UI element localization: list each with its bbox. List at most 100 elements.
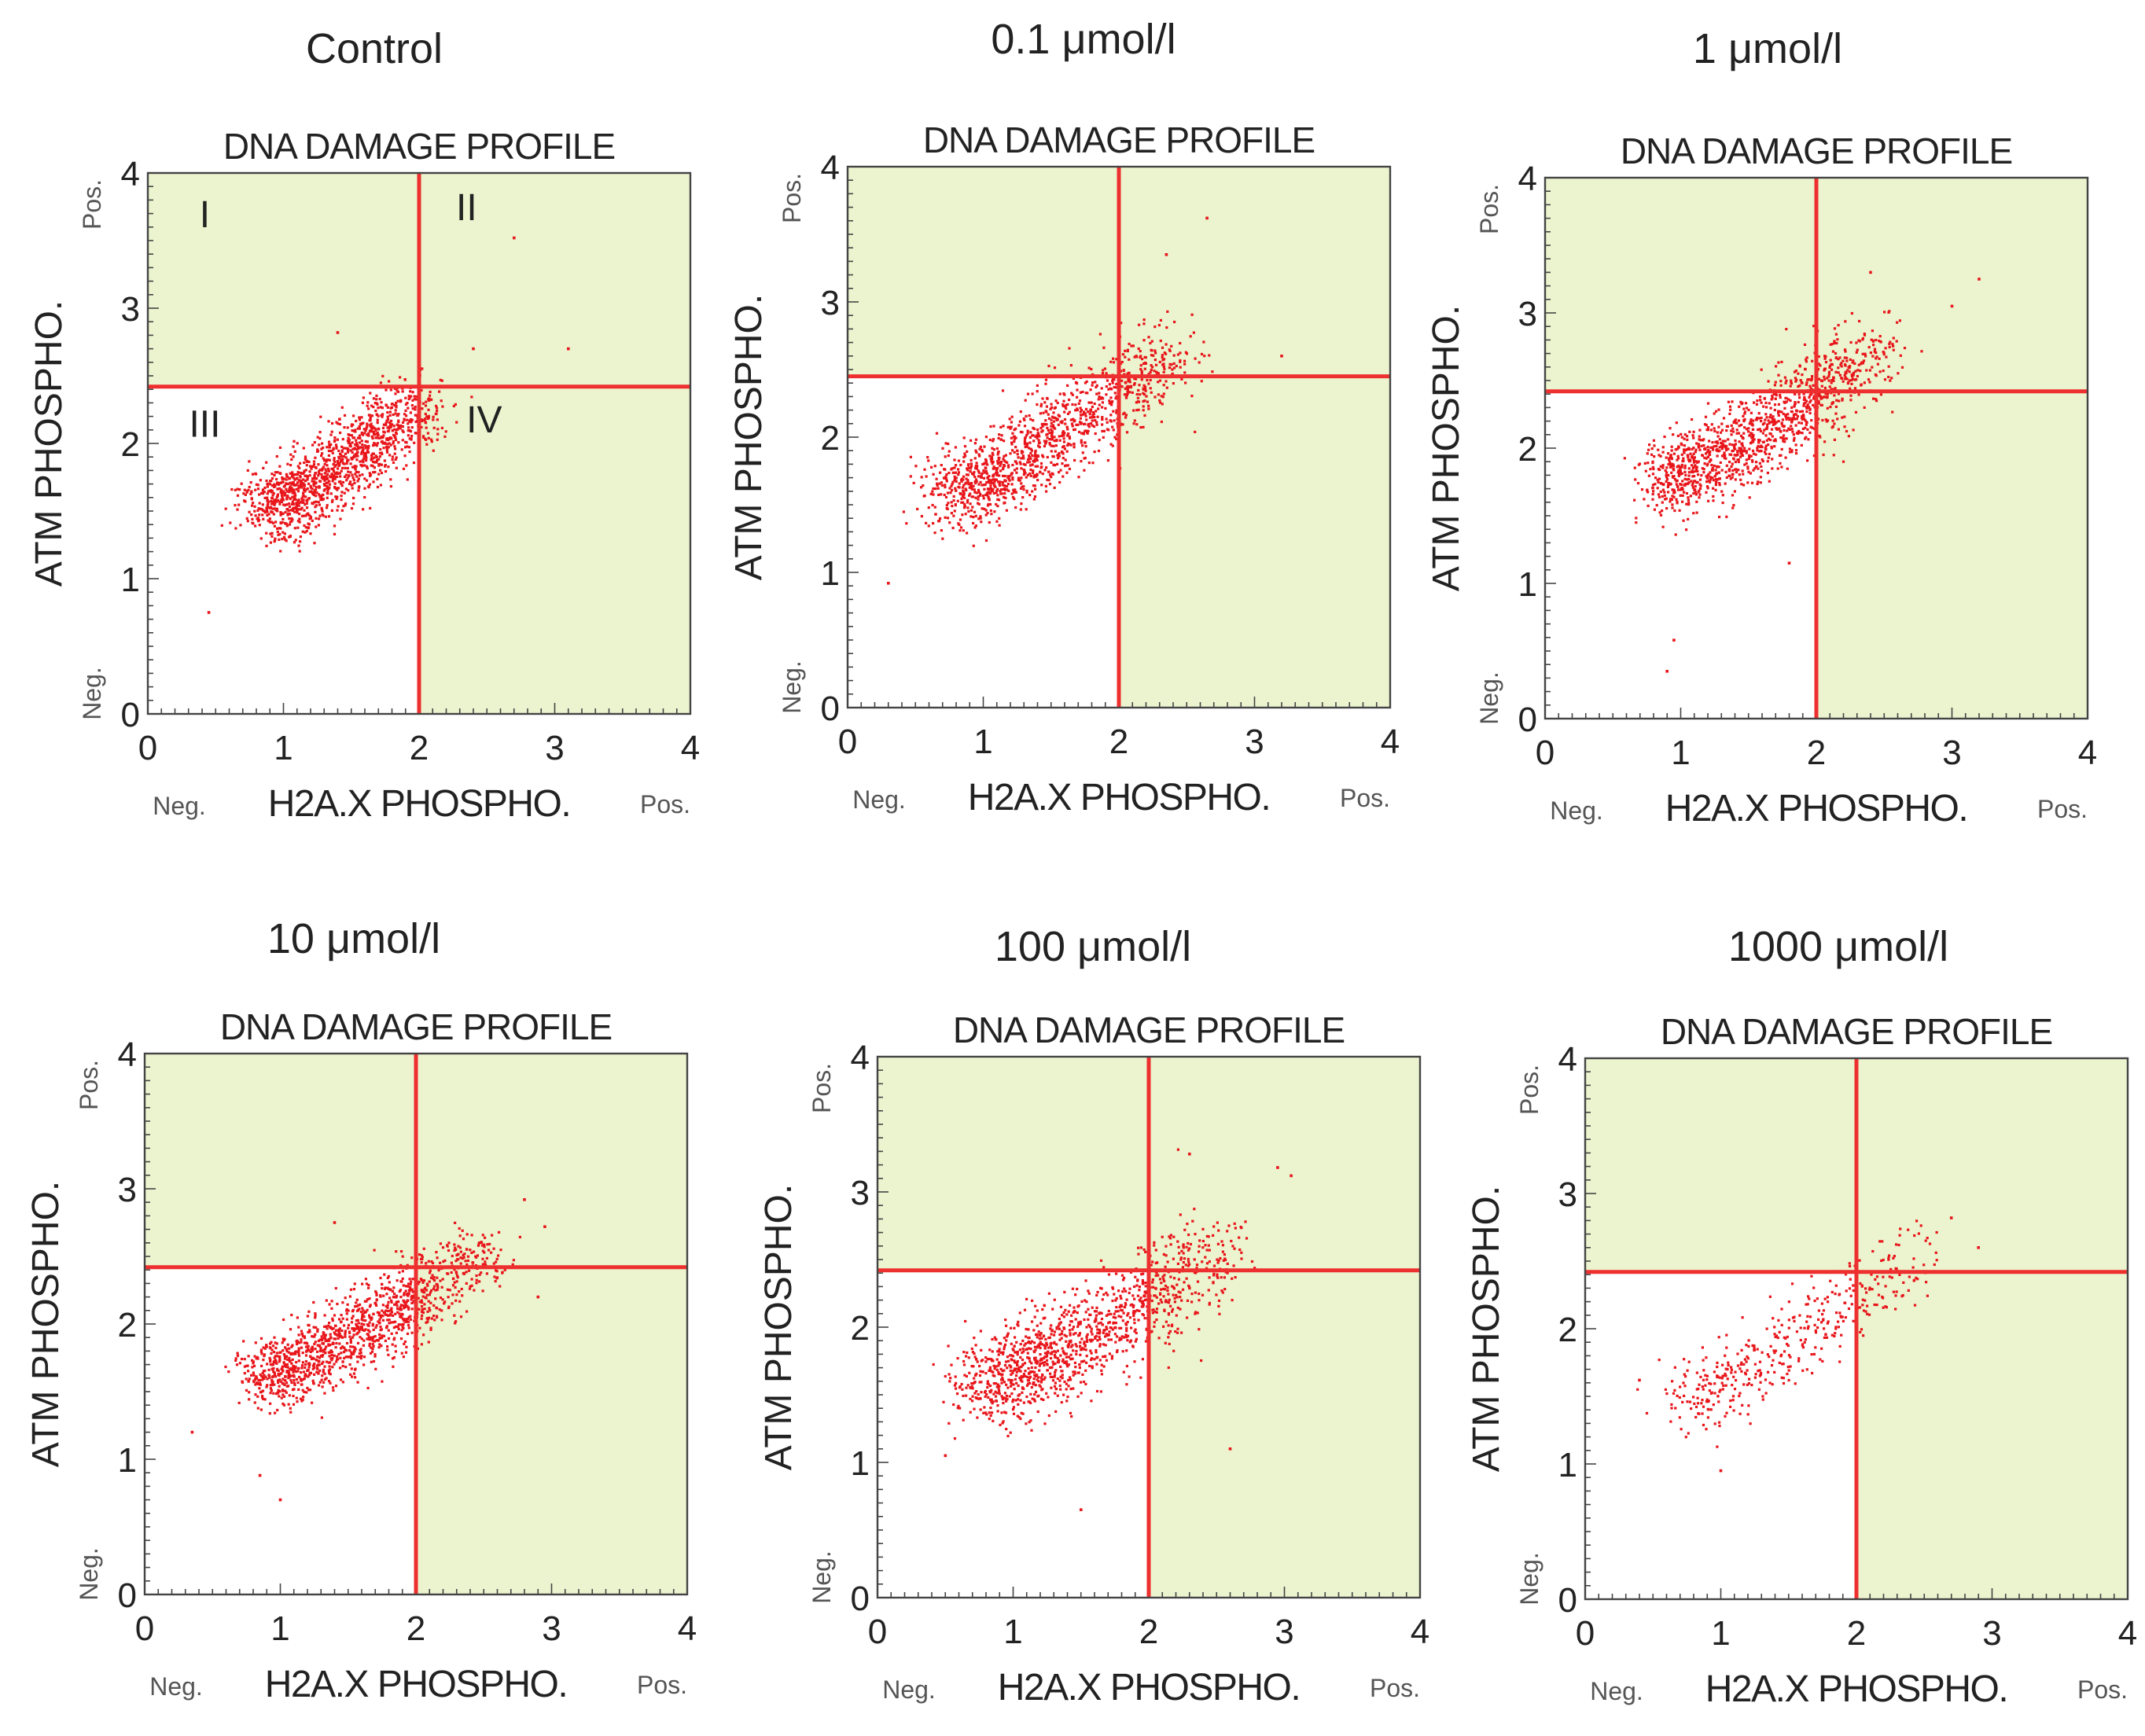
data-point (1019, 487, 1023, 490)
data-point (288, 523, 292, 526)
data-point (438, 390, 441, 393)
data-point (285, 539, 288, 542)
data-point (407, 1308, 410, 1311)
data-point (1017, 424, 1021, 427)
data-point (366, 1308, 369, 1311)
data-point (1658, 511, 1661, 514)
data-point (376, 458, 379, 462)
data-point (1015, 467, 1018, 470)
data-point (1056, 401, 1059, 405)
data-point (302, 478, 305, 481)
data-point (1803, 395, 1806, 399)
data-point (300, 1366, 304, 1370)
data-point (1776, 467, 1779, 470)
data-point (1709, 446, 1713, 449)
data-point (1149, 378, 1152, 382)
data-point (326, 504, 329, 507)
data-point (1802, 392, 1805, 395)
data-point (979, 445, 982, 448)
data-point (339, 452, 342, 455)
data-point (1817, 362, 1820, 366)
data-point (1841, 380, 1845, 383)
data-point (996, 487, 999, 491)
data-point (475, 1282, 478, 1285)
data-point (1179, 359, 1182, 362)
y-tick-label: 1 (821, 554, 840, 593)
data-point (380, 414, 383, 417)
data-point (1061, 446, 1065, 449)
data-point (1773, 384, 1776, 387)
data-point (1149, 341, 1152, 345)
data-point (254, 488, 257, 491)
data-point (311, 491, 315, 494)
data-point (363, 477, 366, 480)
data-point (268, 1376, 271, 1379)
data-point (254, 1393, 257, 1396)
data-point (957, 471, 960, 474)
data-point (1747, 427, 1750, 430)
data-point (1720, 441, 1723, 445)
data-point (395, 1250, 398, 1253)
data-point (234, 1357, 237, 1360)
data-point (372, 444, 375, 447)
data-point (380, 1344, 383, 1348)
data-point (339, 1378, 343, 1381)
data-point (303, 469, 306, 473)
data-point (1759, 476, 1762, 479)
data-point (1746, 465, 1749, 469)
data-point (1158, 379, 1162, 382)
data-point (1850, 382, 1853, 385)
data-point (296, 520, 300, 523)
data-point (359, 1336, 362, 1339)
data-point (1063, 432, 1066, 435)
data-point (1100, 387, 1103, 390)
data-point (259, 507, 263, 510)
data-point (983, 487, 986, 491)
data-point (1865, 369, 1868, 372)
data-point (326, 484, 329, 487)
data-point (430, 440, 433, 443)
data-point (427, 1341, 430, 1344)
data-point (962, 492, 966, 495)
data-point (1755, 461, 1758, 464)
data-point (1871, 366, 1874, 369)
data-point (278, 1359, 281, 1362)
data-point (1142, 362, 1146, 366)
data-point (1721, 442, 1724, 446)
data-point (962, 529, 965, 532)
data-point (1761, 423, 1764, 426)
data-point (1683, 491, 1686, 494)
data-point (472, 1261, 475, 1264)
data-point (1101, 423, 1104, 426)
data-point (350, 1352, 353, 1356)
data-point (999, 490, 1002, 493)
data-point (454, 1260, 458, 1263)
data-point (960, 480, 963, 483)
data-point (285, 1348, 288, 1351)
data-point (1748, 447, 1751, 451)
data-point (1891, 410, 1894, 414)
data-point (1763, 428, 1766, 432)
data-point (313, 542, 316, 545)
data-point (1680, 463, 1683, 466)
data-point (343, 1356, 346, 1359)
data-point (1091, 424, 1094, 427)
data-point (1139, 355, 1142, 358)
data-point (1081, 451, 1084, 454)
data-point (399, 1314, 403, 1317)
data-point (263, 491, 266, 494)
data-point (1749, 454, 1753, 458)
data-point (1698, 487, 1702, 490)
data-point (361, 1282, 364, 1285)
data-point (355, 1319, 358, 1322)
data-point (381, 415, 384, 418)
data-point (1854, 410, 1858, 414)
data-point (1050, 476, 1053, 479)
data-point (1158, 399, 1161, 403)
data-point (1045, 423, 1048, 426)
data-point (364, 454, 367, 458)
data-point (403, 454, 407, 458)
data-point (1804, 426, 1807, 429)
data-point (1131, 344, 1135, 348)
data-point (293, 498, 296, 501)
